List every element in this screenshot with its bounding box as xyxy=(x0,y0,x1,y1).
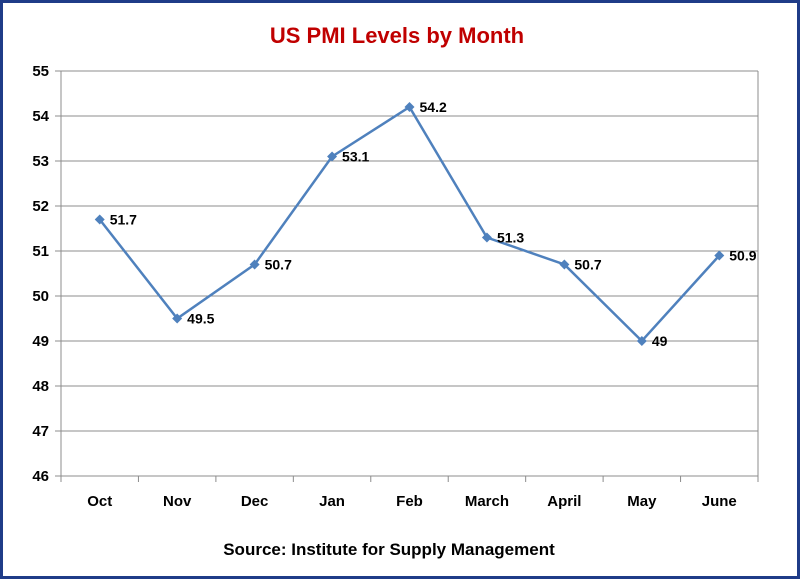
y-axis-ticks: 46 47 48 49 50 51 52 53 54 55 xyxy=(32,63,61,485)
y-tick-label: 50 xyxy=(32,288,49,305)
data-point-marker xyxy=(404,102,415,112)
x-axis-ticks: Oct Nov Dec Jan Feb March April May June xyxy=(60,476,759,510)
data-point-marker xyxy=(481,232,492,243)
gridlines xyxy=(61,70,758,432)
data-point-marker xyxy=(172,313,183,324)
data-point-marker xyxy=(94,214,105,225)
data-label: 50.7 xyxy=(574,257,601,273)
chart-title: US PMI Levels by Month xyxy=(270,23,524,48)
x-tick-label: Jan xyxy=(319,493,345,510)
x-tick-label: May xyxy=(627,493,657,510)
data-label: 49.5 xyxy=(187,311,214,327)
source-note: Source: Institute for Supply Management xyxy=(223,540,555,559)
data-label: 51.3 xyxy=(497,230,524,246)
x-tick-label: Feb xyxy=(396,493,423,510)
data-label: 49 xyxy=(652,333,668,349)
data-labels: 51.7 49.5 50.7 53.1 54.2 51.3 50.7 49 50.9 xyxy=(110,99,757,349)
y-tick-label: 47 xyxy=(32,423,49,440)
x-tick-label: Dec xyxy=(241,493,269,510)
data-label: 50.7 xyxy=(265,257,292,273)
data-point-marker xyxy=(636,336,647,346)
y-tick-label: 48 xyxy=(32,378,49,395)
x-tick-label: Nov xyxy=(163,493,192,510)
y-tick-label: 49 xyxy=(32,333,49,350)
data-label: 50.9 xyxy=(729,248,756,264)
y-tick-label: 46 xyxy=(32,468,49,485)
data-label: 54.2 xyxy=(420,99,447,115)
y-tick-label: 55 xyxy=(32,63,49,80)
x-tick-label: June xyxy=(702,493,737,510)
data-point-marker xyxy=(327,151,338,162)
data-label: 53.1 xyxy=(342,149,369,165)
data-point-marker xyxy=(714,250,725,261)
y-tick-label: 53 xyxy=(32,153,49,170)
x-tick-label: March xyxy=(465,493,509,510)
y-tick-label: 51 xyxy=(32,243,49,260)
data-label: 51.7 xyxy=(110,212,137,228)
data-point-marker xyxy=(559,259,570,270)
data-point-marker xyxy=(249,259,260,270)
x-tick-label: April xyxy=(547,493,581,510)
axes xyxy=(60,71,759,477)
x-tick-label: Oct xyxy=(87,493,112,510)
series-line-pmi xyxy=(98,105,721,343)
y-tick-label: 52 xyxy=(32,198,49,215)
data-markers xyxy=(94,102,725,346)
y-tick-label: 54 xyxy=(32,108,49,125)
